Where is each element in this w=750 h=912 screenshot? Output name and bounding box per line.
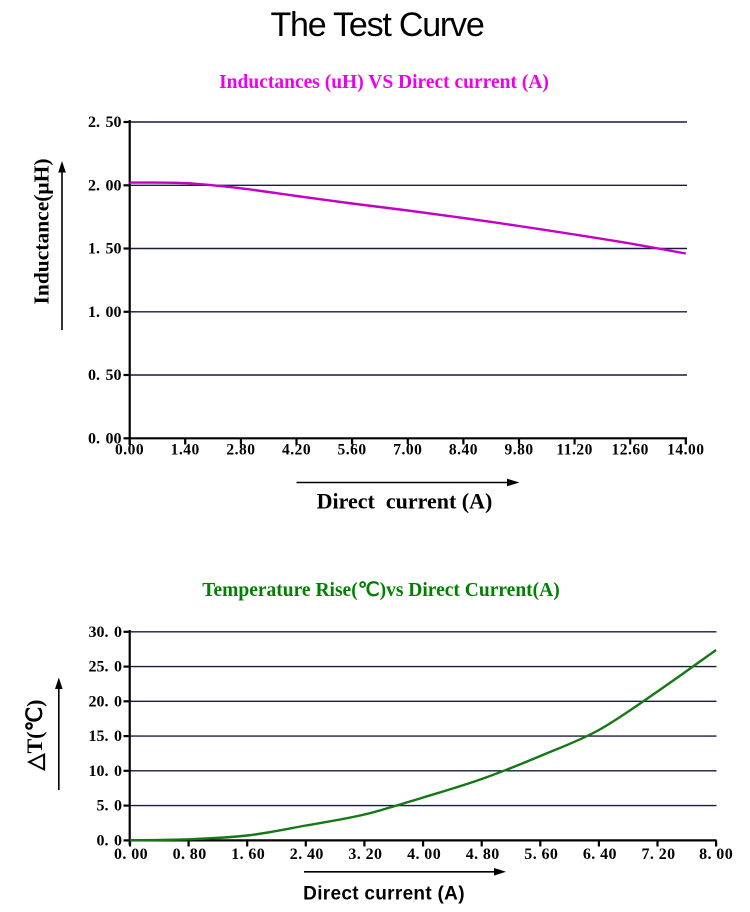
svg-text:0. 0: 0. 0 [97,832,123,849]
svg-text:20. 0: 20. 0 [89,693,123,710]
svg-text:1. 00: 1. 00 [88,304,122,321]
svg-text:4.20: 4.20 [282,442,311,459]
svg-text:8. 00: 8. 00 [699,846,733,863]
svg-text:15. 0: 15. 0 [89,728,123,745]
svg-text:11.20: 11.20 [556,442,593,459]
svg-text:0. 80: 0. 80 [173,846,207,863]
svg-text:5. 0: 5. 0 [97,798,123,815]
svg-text:2. 50: 2. 50 [88,114,122,131]
svg-text:0. 00: 0. 00 [114,846,148,863]
svg-text:1. 50: 1. 50 [88,241,122,258]
svg-text:9.80: 9.80 [504,442,533,459]
svg-text:12.60: 12.60 [612,442,649,459]
svg-text:Inductance(μH): Inductance(μH) [30,159,54,305]
svg-text:14.00: 14.00 [667,442,704,459]
svg-text:1. 60: 1. 60 [231,846,265,863]
svg-text:0.00: 0.00 [115,442,144,459]
svg-text:Direct current (A): Direct current (A) [303,884,465,905]
svg-text:Inductances (uH) VS Direct cur: Inductances (uH) VS Direct current (A) [219,72,549,93]
svg-text:5. 60: 5. 60 [524,846,558,863]
svg-text:30. 0: 30. 0 [89,624,123,641]
svg-text:1.40: 1.40 [171,442,200,459]
svg-text:7.00: 7.00 [393,442,422,459]
svg-text:2.80: 2.80 [226,442,255,459]
svg-text:4. 00: 4. 00 [407,846,441,863]
svg-text:8.40: 8.40 [449,442,478,459]
svg-text:5.60: 5.60 [338,442,367,459]
svg-text:Direct current (A): Direct current (A) [317,489,493,514]
svg-text:△T(℃): △T(℃) [22,700,47,772]
svg-text:7. 20: 7. 20 [642,846,676,863]
svg-text:6. 40: 6. 40 [583,846,617,863]
svg-text:10. 0: 10. 0 [89,763,123,780]
svg-text:0. 00: 0. 00 [88,430,122,447]
svg-text:2. 40: 2. 40 [290,846,324,863]
svg-text:The Test Curve: The Test Curve [270,6,483,44]
svg-text:2. 00: 2. 00 [88,177,122,194]
svg-text:4. 80: 4. 80 [466,846,500,863]
svg-text:0. 50: 0. 50 [88,367,122,384]
svg-text:Temperature Rise(℃)vs Direct C: Temperature Rise(℃)vs Direct Current(A) [202,580,559,601]
svg-text:25. 0: 25. 0 [89,659,123,676]
svg-text:3. 20: 3. 20 [348,846,382,863]
